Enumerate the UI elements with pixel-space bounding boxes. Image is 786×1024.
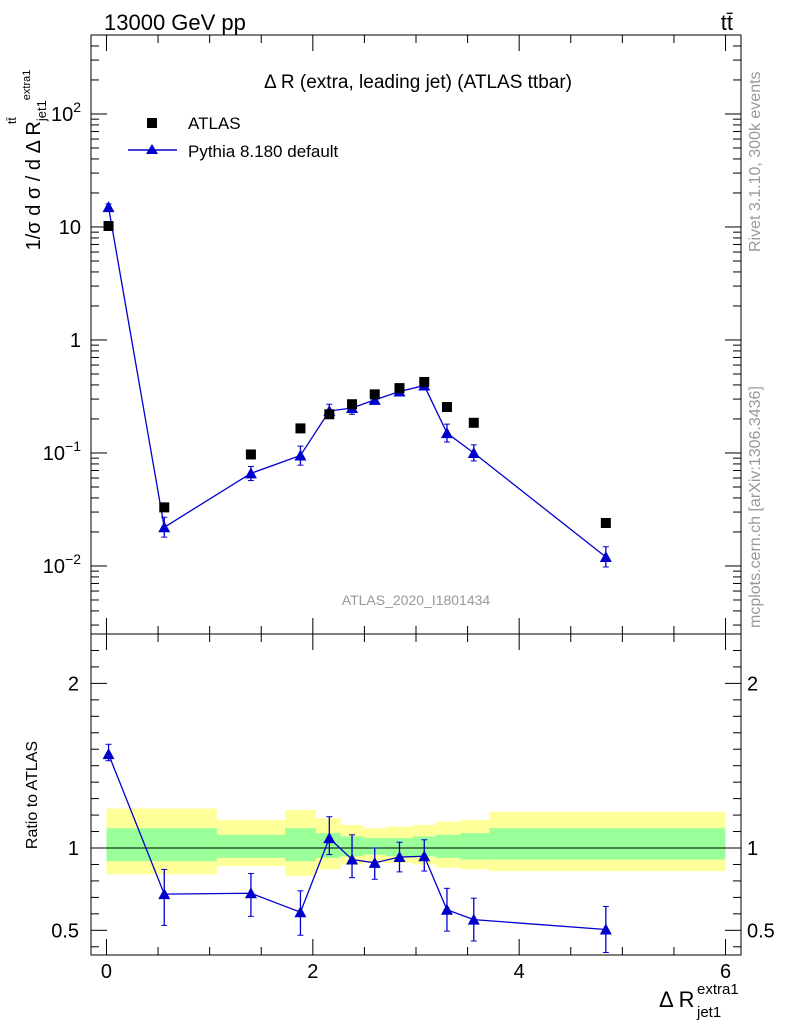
legend-pythia-marker xyxy=(146,144,158,154)
atlas-point xyxy=(347,399,358,410)
ratio-point xyxy=(323,832,336,844)
mcplots-label: mcplots.cern.ch [arXiv:1306.3436] xyxy=(747,386,764,628)
legend-atlas-label: ATLAS xyxy=(188,114,241,133)
x-tick-label: 6 xyxy=(720,961,731,983)
ratio-ylabel: Ratio to ATLAS xyxy=(24,741,41,849)
mc-point xyxy=(294,449,307,461)
band-inner-1 xyxy=(216,834,285,858)
ratio-frame xyxy=(90,633,742,956)
xlabel-sup: extra1 xyxy=(697,981,739,998)
y-tick-label: 10 xyxy=(59,217,81,239)
x-axis-label: Δ R extra1 jet1 xyxy=(659,981,739,1021)
x-tick-label: 4 xyxy=(514,961,525,983)
mc-point xyxy=(368,393,381,405)
ratio-y-tick-label-right: 2 xyxy=(747,673,758,695)
ratio-point xyxy=(346,853,359,865)
ratio-uncertainty-bands xyxy=(91,808,741,876)
mc-point xyxy=(158,521,171,533)
band-inner-0 xyxy=(106,828,217,862)
atlas-point xyxy=(441,402,452,413)
ratio-point xyxy=(158,888,171,900)
ratio-point xyxy=(102,748,115,760)
mc-point xyxy=(467,446,480,458)
ylabel-main: d σ / d Δ R xyxy=(23,121,45,216)
y-tick-label: 10−2 xyxy=(43,551,81,578)
x-tick-label: 2 xyxy=(307,961,318,983)
x-tick-label: 0 xyxy=(101,961,112,983)
rivet-label: Rivet 3.1.10, 300k events xyxy=(747,71,764,252)
ratio-point xyxy=(368,856,381,868)
y-tick-label: 1 xyxy=(70,330,81,352)
atlas-point xyxy=(245,449,256,460)
ratio-y-tick-label-right: 1 xyxy=(747,838,758,860)
y-tick-label: 102 xyxy=(51,99,81,126)
plot-title: Δ R (extra, leading jet) (ATLAS ttbar) xyxy=(264,72,572,93)
ratio-y-tick-label-left: 1 xyxy=(68,838,79,860)
ylabel-ttbar: tt̄ xyxy=(5,117,19,124)
ratio-series-line xyxy=(107,753,606,931)
ratio-point xyxy=(467,913,480,925)
y-tick-label: 10−1 xyxy=(43,438,81,465)
ratio-y-tick-label-left: 0.5 xyxy=(51,920,79,942)
axes: 0 2 4 6 10−2 10−1 1 10 102 0.5 0.5 1 1 2 2 xyxy=(43,34,775,983)
atlas-point xyxy=(324,409,335,420)
ratio-point xyxy=(393,851,406,863)
ratio-point xyxy=(244,887,257,899)
band-inner-8 xyxy=(435,834,461,858)
mc-point xyxy=(440,427,453,439)
ratio-point xyxy=(418,850,431,862)
band-inner-10 xyxy=(489,828,726,860)
atlas-point xyxy=(394,383,405,394)
band-inner-5 xyxy=(363,838,387,855)
atlas-point xyxy=(295,423,306,434)
atlas-point xyxy=(419,376,430,387)
legend-atlas-marker xyxy=(147,118,157,128)
watermark: ATLAS_2020_I1801434 xyxy=(342,592,491,608)
legend-pythia-label: Pythia 8.180 default xyxy=(188,142,339,161)
mc-series-line xyxy=(107,206,607,558)
header-right-label: tt̄ xyxy=(721,10,733,35)
ratio-point xyxy=(599,923,612,935)
mc-point xyxy=(244,467,257,479)
xlabel-sub: jet1 xyxy=(696,1004,721,1021)
band-inner-2 xyxy=(284,828,316,862)
atlas-point xyxy=(468,417,479,428)
ratio-point xyxy=(440,903,453,915)
ylabel-sup: extra1 xyxy=(21,70,33,101)
ylabel-prefix: 1/σ xyxy=(23,221,45,251)
atlas-point xyxy=(159,502,170,513)
mc-point xyxy=(102,201,115,213)
atlas-point xyxy=(369,389,380,400)
legend: ATLAS Pythia 8.180 default xyxy=(128,114,339,161)
atlas-point xyxy=(600,518,611,529)
ylabel-sub: jet1 xyxy=(34,100,49,122)
svg-text:1/σ d σ / d Δ Rjet1extra: 1/σ d σ / d Δ Rjet1extra1 xyxy=(21,70,49,251)
ratio-point xyxy=(294,906,307,918)
ratio-y-tick-label-left: 2 xyxy=(68,673,79,695)
ratio-y-tick-label-right: 0.5 xyxy=(747,920,775,942)
atlas-point xyxy=(103,221,114,232)
xlabel-main: Δ R xyxy=(659,987,694,1012)
main-ylabel: 1/σ d σ / d Δ Rjet1extra1 tt̄ xyxy=(5,70,49,251)
chart-marks xyxy=(102,201,612,954)
header-left-label: 13000 GeV pp xyxy=(104,10,246,35)
mc-point xyxy=(599,551,612,563)
band-inner-9 xyxy=(460,833,490,860)
